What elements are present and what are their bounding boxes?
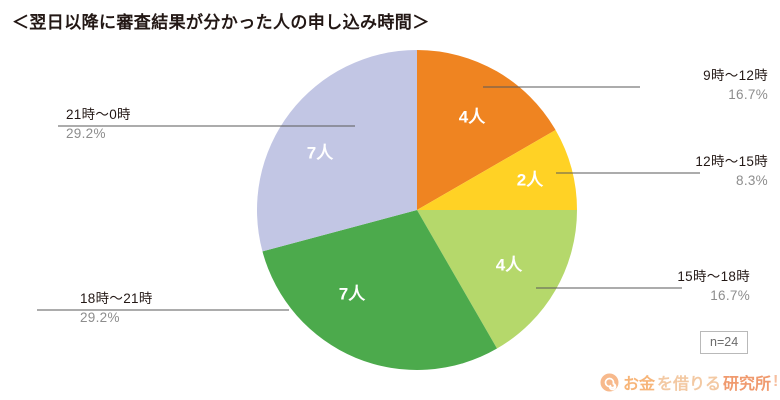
callout-percent-1800-2100: 29.2% <box>80 310 120 325</box>
callout-label-0900-1200: 9時～12時 <box>703 68 768 83</box>
slice-value-2100-0000: 7人 <box>307 144 334 163</box>
slice-value-labels: 4人 2人 4人 7人 7人 <box>307 108 544 304</box>
callout-1200-1500: 12時～15時 8.3% <box>498 152 768 190</box>
callout-percent-0900-1200: 16.7% <box>728 87 768 102</box>
pie-slice-1200-1500[interactable] <box>417 130 577 210</box>
pie-slice-1500-1800[interactable] <box>417 210 577 349</box>
swirl-icon <box>600 373 619 392</box>
slice-value-1500-1800: 4人 <box>496 256 523 275</box>
sample-size-badge: n=24 <box>700 331 749 354</box>
callout-1800-2100: 18時～21時 29.2% <box>80 289 280 327</box>
logo-text-exclaim: ! <box>773 373 779 390</box>
callout-percent-1200-1500: 8.3% <box>736 173 768 188</box>
leader-lines <box>37 86 700 311</box>
slice-value-1200-1500: 2人 <box>517 171 544 190</box>
slice-value-0900-1200: 4人 <box>459 108 486 127</box>
logo-text-wokariru: を借りる <box>657 376 722 393</box>
callout-label-1200-1500: 12時～15時 <box>695 154 768 169</box>
logo-text-okane: お金 <box>623 376 656 393</box>
callout-label-1500-1800: 15時～18時 <box>677 269 750 284</box>
pie-slice-2100-0000[interactable] <box>256 50 417 252</box>
pie-slice-1800-2100[interactable] <box>262 210 497 370</box>
pie-slice-0900-1200[interactable] <box>417 50 556 210</box>
callout-0900-1200: 9時～12時 16.7% <box>498 66 768 104</box>
callout-label-1800-2100: 18時～21時 <box>80 291 153 306</box>
callout-2100-0000: 21時～0時 29.2% <box>66 105 266 143</box>
logo-text-kenkyujo: 研究所 <box>723 376 772 393</box>
slice-value-1800-2100: 7人 <box>339 285 366 304</box>
callout-percent-1500-1800: 16.7% <box>710 288 750 303</box>
callout-percent-2100-0000: 29.2% <box>66 126 106 141</box>
page-title: ＜翌日以降に審査結果が分かった人の申し込み時間＞ <box>12 13 430 32</box>
site-logo: お金 を借りる 研究所 ! <box>600 370 778 394</box>
pie-slices <box>256 50 577 370</box>
callout-1500-1800: 15時～18時 16.7% <box>480 267 750 305</box>
callout-label-2100-0000: 21時～0時 <box>66 107 131 122</box>
